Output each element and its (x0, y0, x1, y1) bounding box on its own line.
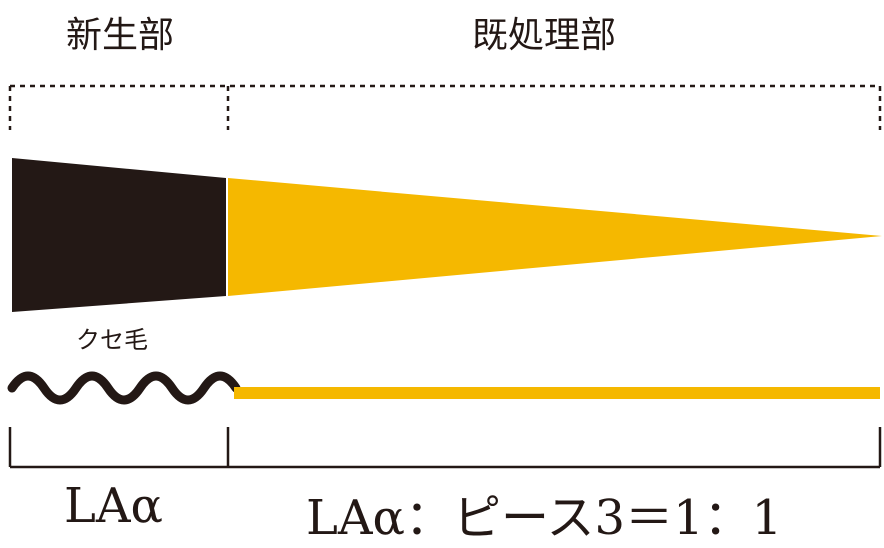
formula-processed: LAα：ピース3＝1：1 (306, 490, 783, 546)
dotted-bracket (8, 84, 882, 130)
straight-hair-line (234, 387, 880, 399)
frizz-wave (7, 371, 241, 405)
formula-new-growth: LAα (64, 478, 163, 534)
solid-bracket (8, 427, 882, 469)
new-growth-label: 新生部 (66, 15, 175, 56)
processed-label: 既処理部 (472, 15, 617, 56)
processed-section (228, 178, 882, 296)
frizz-label: クセ毛 (76, 326, 148, 354)
new-growth-section (12, 158, 226, 312)
